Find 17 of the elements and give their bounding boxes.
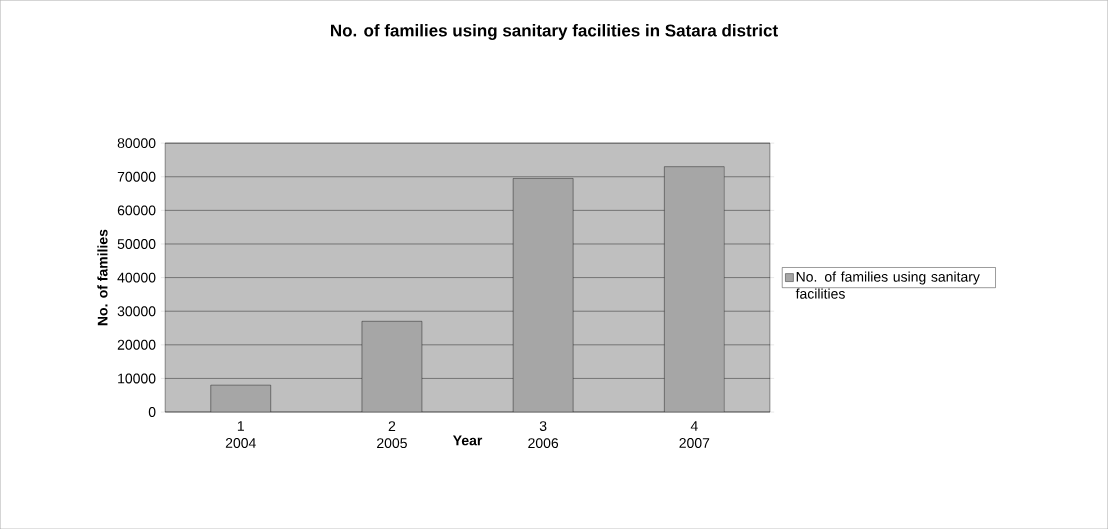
y-tick-label: 0 [148, 406, 156, 417]
y-tick-label: 30000 [117, 306, 156, 317]
x-tick-label: 2 2005 [377, 421, 407, 448]
y-tick-label: 40000 [117, 272, 156, 283]
y-tick-label: 50000 [117, 238, 156, 249]
chart-title: No. of families using sanitary facilities in Satara district [331, 23, 778, 40]
x-tick-label: 3 2006 [528, 421, 559, 448]
legend-label: No. of families using sanitary facilities [795, 271, 980, 299]
y-tick-label: 80000 [117, 138, 156, 148]
x-axis-title: Year [452, 435, 483, 446]
y-axis-title: No. of families [97, 229, 108, 326]
y-tick-label: 70000 [117, 171, 156, 182]
y-tick-label: 20000 [117, 339, 156, 350]
y-tick-label: 60000 [117, 205, 156, 216]
x-tick-label: 4 2007 [679, 421, 710, 448]
x-tick-label: 1 2004 [225, 421, 256, 448]
y-tick-label: 10000 [118, 373, 156, 384]
